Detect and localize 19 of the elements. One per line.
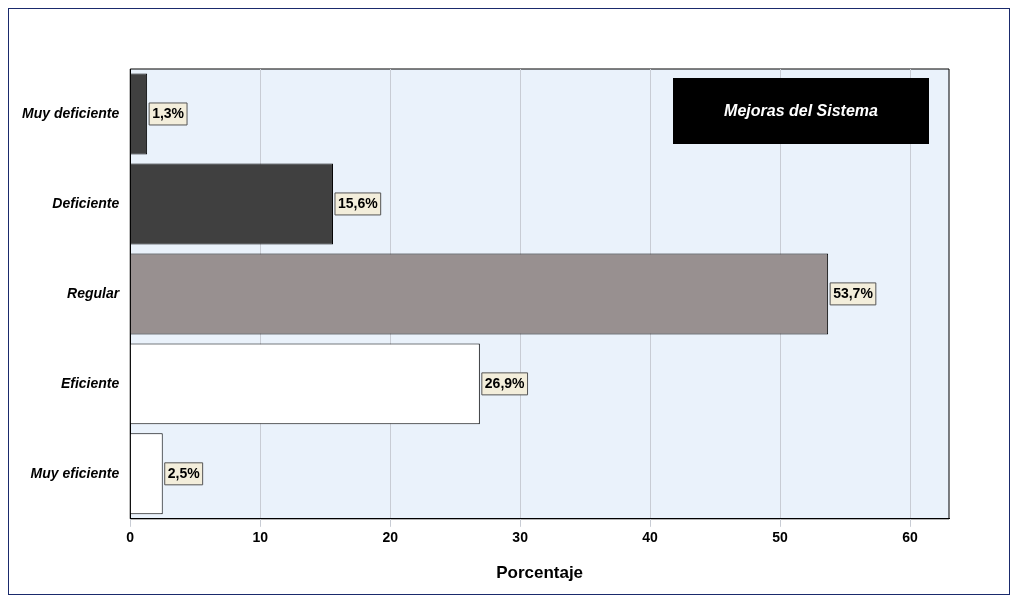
- x-tick-label: 40: [642, 529, 659, 546]
- x-tick-label: 60: [902, 529, 919, 546]
- x-tick-label: 30: [512, 529, 529, 546]
- x-tick-label: 10: [252, 529, 269, 546]
- data-label: 53,7%: [833, 284, 874, 301]
- data-label: 1,3%: [152, 104, 185, 121]
- y-tick-label: Eficiente: [60, 374, 120, 391]
- data-label: 26,9%: [484, 374, 526, 391]
- data-label: 2,5%: [167, 464, 201, 481]
- x-tick-label: 0: [126, 529, 135, 546]
- x-tick-label: 20: [382, 529, 399, 546]
- y-tick-label: Muy eficiente: [30, 464, 120, 481]
- y-tick-label: Deficiente: [52, 194, 120, 211]
- y-tick-label: Muy deficiente: [21, 104, 120, 121]
- title-panel: Mejoras del Sistema: [673, 78, 929, 144]
- x-axis-title: Porcentaje: [496, 563, 584, 583]
- x-tick-label: 50: [772, 529, 789, 546]
- y-tick-label: Regular: [67, 284, 121, 301]
- data-label: 15,6%: [337, 194, 379, 211]
